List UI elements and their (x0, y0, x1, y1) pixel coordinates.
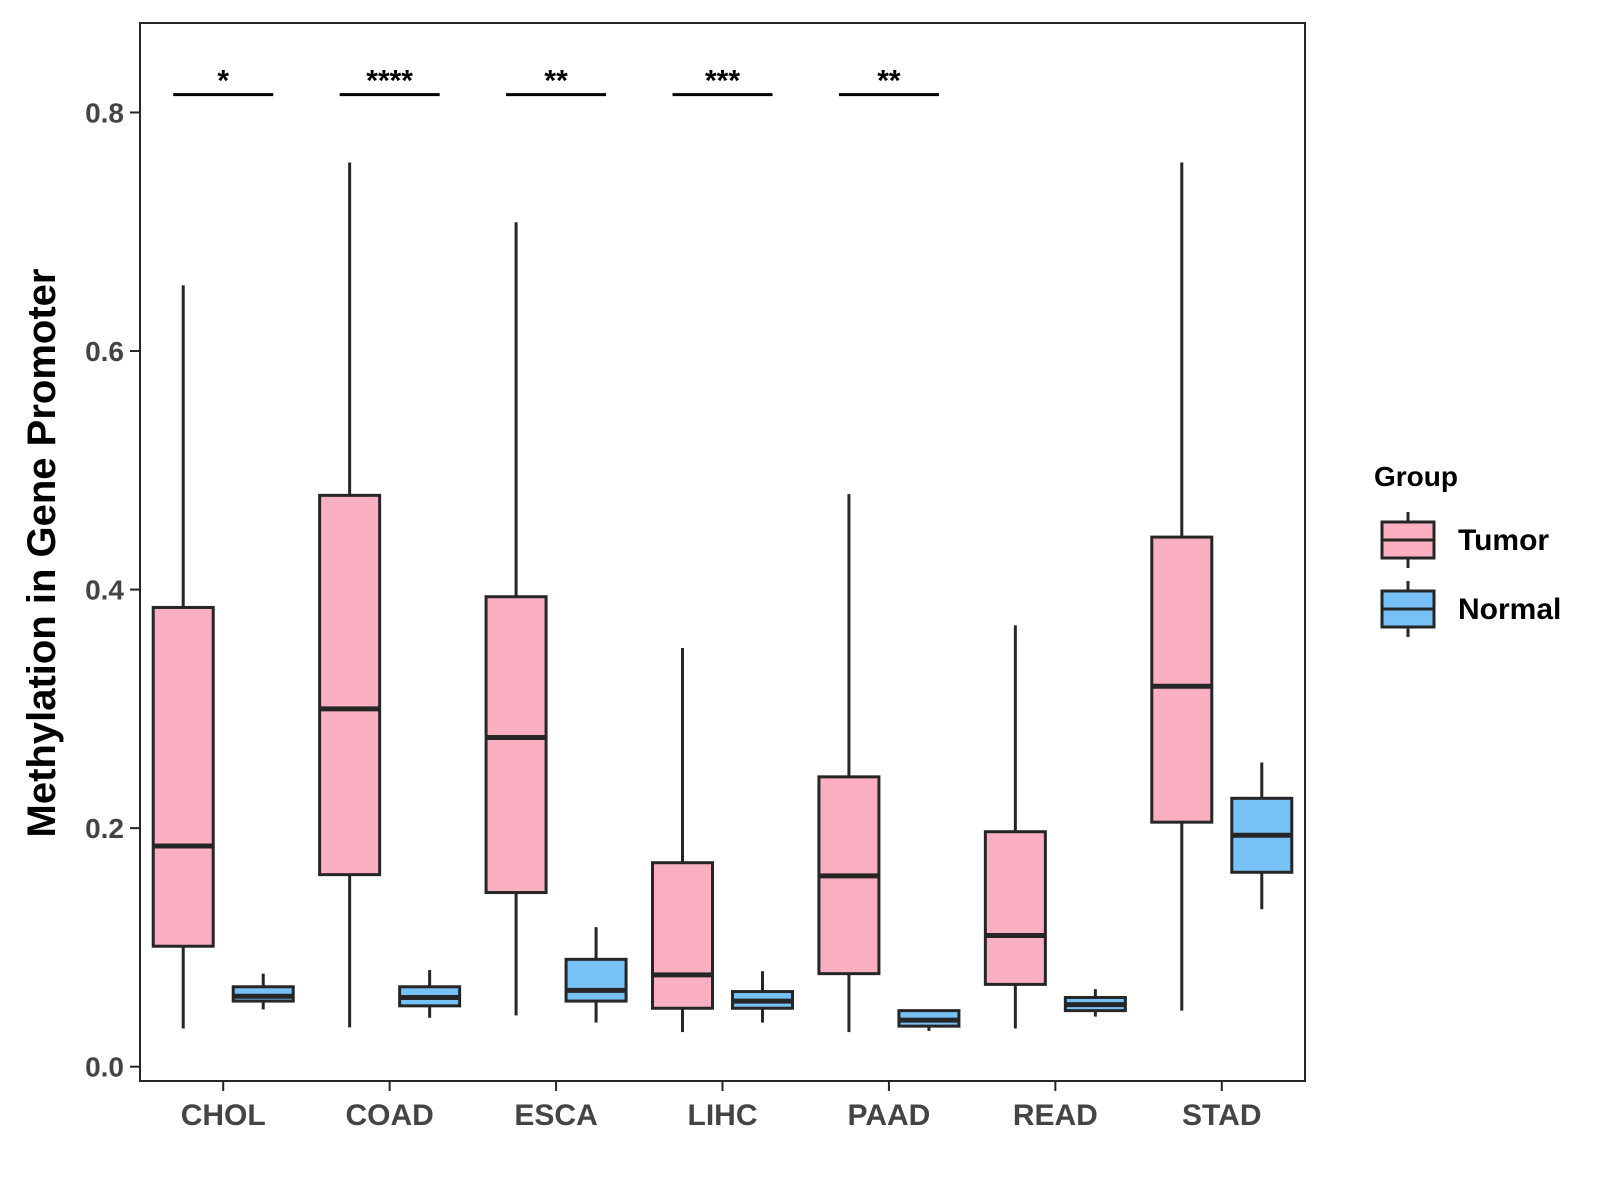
box-tumor-stad (1150, 162, 1214, 1011)
box-tumor-coad (318, 162, 382, 1028)
legend-label: Tumor (1458, 524, 1549, 557)
box-body (651, 861, 714, 1010)
box-tumor-read (983, 625, 1047, 1029)
x-tick-label: CHOL (181, 1099, 266, 1132)
legend-item-normal: Normal (1380, 581, 1561, 637)
x-tick-label: STAD (1182, 1099, 1261, 1132)
box-normal-coad (398, 970, 462, 1018)
y-tick-label: 0.6 (85, 336, 124, 367)
box-normal-chol (231, 973, 295, 1010)
box-body (983, 830, 1047, 986)
significance-label: * (217, 65, 229, 98)
y-axis-title: Methylation in Gene Promoter (20, 269, 64, 838)
x-tick-label: READ (1013, 1099, 1098, 1132)
y-tick-label: 0.4 (85, 575, 124, 606)
box-normal-paad (897, 1009, 961, 1031)
significance-label: *** (705, 65, 740, 98)
y-tick-label: 0.8 (85, 97, 124, 128)
significance-label: ** (877, 65, 901, 98)
box-normal-stad (1230, 762, 1294, 910)
y-tick-label: 0.0 (85, 1052, 124, 1083)
box-body (1150, 535, 1214, 824)
box-normal-read (1063, 989, 1127, 1017)
plot-panel (139, 22, 1306, 1082)
y-tick-label: 0.2 (85, 813, 124, 844)
box-tumor-paad (817, 494, 881, 1033)
legend-item-tumor: Tumor (1380, 512, 1549, 568)
x-tick-label: PAAD (848, 1099, 931, 1132)
box-body (318, 493, 382, 877)
x-tick-label: ESCA (514, 1099, 597, 1132)
legend: Group Tumor Normal (1374, 461, 1561, 637)
box-body (151, 605, 215, 948)
y-axis: 0.0 0.2 0.4 0.6 0.8 (85, 97, 140, 1083)
box-tumor-chol (151, 285, 215, 1029)
box-normal-esca (564, 927, 628, 1023)
box-series (151, 162, 1294, 1033)
significance-annotations: * **** ** *** ** (173, 65, 939, 98)
legend-title: Group (1374, 461, 1458, 492)
significance-label: ** (544, 65, 568, 98)
box-normal-lihc (731, 971, 794, 1023)
box-tumor-lihc (651, 648, 714, 1033)
legend-label: Normal (1458, 593, 1561, 626)
box-body (564, 957, 628, 1003)
x-tick-label: COAD (345, 1099, 433, 1132)
significance-label: **** (366, 65, 413, 98)
x-axis: CHOL COAD ESCA LIHC PAAD READ STAD (181, 1081, 1262, 1132)
box-tumor-esca (484, 222, 548, 1016)
x-tick-label: LIHC (688, 1099, 758, 1132)
box-body (484, 595, 548, 895)
